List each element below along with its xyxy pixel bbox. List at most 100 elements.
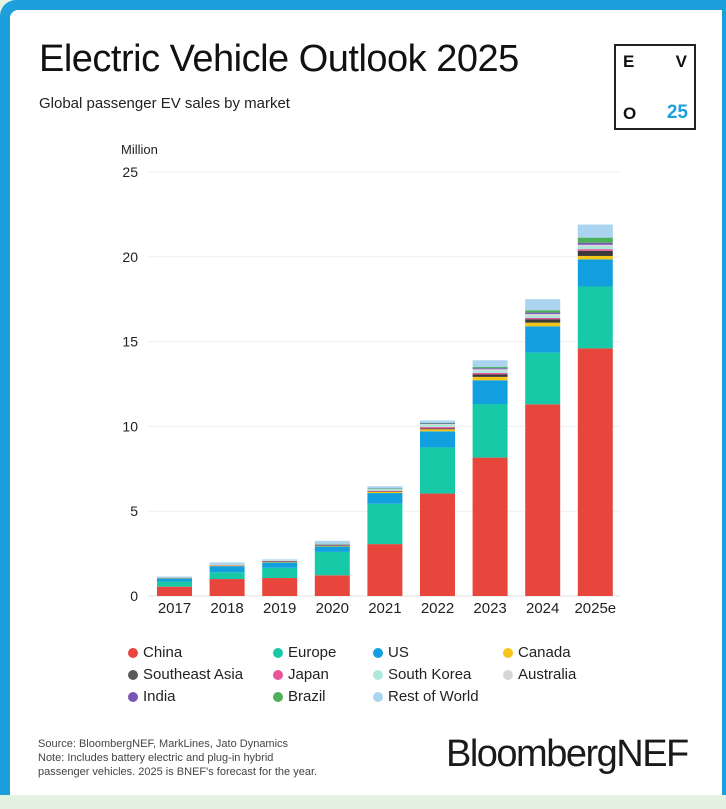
legend-swatch: [373, 691, 383, 702]
x-tick-label: 2025e: [574, 600, 616, 617]
bar-segment-china: [209, 579, 245, 596]
legend-item-australia: Australia: [503, 666, 598, 683]
bar-segment-europe: [262, 567, 298, 579]
bar-segment-rest-of-world: [209, 562, 245, 565]
bar-segment-south-korea: [209, 564, 245, 566]
bar-segment-china: [157, 586, 192, 596]
bar-segment-rest-of-world: [472, 360, 508, 368]
legend-swatch: [128, 647, 138, 658]
bar-segment-southeast-asia: [525, 319, 561, 323]
bar-segment-china: [367, 544, 403, 596]
bar-segment-brazil: [472, 367, 508, 369]
legend-label: Europe: [288, 644, 337, 661]
legend-label: Australia: [518, 666, 577, 683]
legend-item-japan: Japan: [273, 666, 373, 683]
bar-segment-japan: [262, 561, 298, 562]
bar-segment-japan: [472, 372, 508, 375]
bar-segment-us: [420, 431, 455, 448]
bar-segment-brazil: [367, 488, 403, 489]
bar-segment-us: [157, 578, 192, 582]
bar-segment-rest-of-world: [577, 224, 613, 238]
page-subtitle: Global passenger EV sales by market: [39, 95, 290, 112]
bar-segment-china: [472, 457, 508, 596]
bar-segment-south-korea: [314, 544, 350, 546]
bar-segment-europe: [525, 352, 561, 405]
bar-segment-south-korea: [472, 370, 508, 373]
bar-segment-china: [262, 578, 298, 596]
bar-segment-south-korea: [367, 488, 403, 491]
source-text: Source: BloombergNEF, MarkLines, Jato Dy…: [38, 738, 289, 750]
bar-segment-south-korea: [157, 577, 192, 578]
bar-segment-canada: [472, 376, 508, 381]
y-tick-label: 20: [122, 249, 138, 265]
chart-legend: China Europe US Canada Southeast Asia Japan So…: [128, 644, 598, 705]
stacked-bar-chart: Million 0 5 10 15 20 25 2017 2018 2019 2020 2021 2…: [121, 142, 620, 617]
legend-swatch: [503, 669, 513, 680]
legend-item-rest-of-world: Rest of World: [373, 688, 503, 705]
bar-segment-rest-of-world: [262, 559, 298, 561]
bloombergnef-logo: BloombergNEF: [446, 733, 689, 775]
bar-segment-south-korea: [262, 560, 298, 562]
bar-segment-rest-of-world: [420, 420, 455, 424]
bar-segment-us: [525, 326, 561, 353]
bar-segment-europe: [472, 404, 508, 458]
bar-segment-south-korea: [525, 315, 561, 318]
y-tick-label: 10: [122, 418, 138, 434]
x-tick-label: 2018: [210, 600, 243, 617]
bar-stack-2020: [314, 540, 350, 596]
bar-segment-southeast-asia: [420, 428, 455, 430]
bar-segment-japan: [525, 317, 561, 320]
bar-segment-europe: [209, 572, 245, 580]
x-tick-label: 2023: [473, 600, 506, 617]
x-tick-label: 2019: [263, 600, 296, 617]
bar-stack-2024: [525, 299, 561, 596]
y-tick-label: 0: [130, 588, 138, 604]
x-tick-label: 2021: [368, 600, 401, 617]
bar-segment-china: [314, 575, 350, 596]
legend-item-china: China: [128, 644, 273, 661]
legend-label: India: [143, 688, 176, 705]
bar-segment-rest-of-world: [157, 576, 192, 578]
y-tick-label: 25: [122, 164, 138, 180]
legend-swatch: [273, 691, 283, 702]
bar-segment-canada: [157, 577, 192, 579]
legend-item-south-korea: South Korea: [373, 666, 503, 683]
bar-segment-canada: [209, 565, 245, 567]
legend-item-southeast-asia: Southeast Asia: [128, 666, 273, 683]
page-title: Electric Vehicle Outlook 2025: [39, 38, 519, 80]
evo-badge-letter-e: E: [623, 52, 635, 71]
bar-segment-us: [209, 566, 245, 573]
evo-badge-letter-o: O: [623, 104, 637, 123]
bar-segment-us: [314, 546, 350, 552]
bar-segment-japan: [209, 565, 245, 566]
bar-segment-canada: [420, 429, 455, 432]
legend-item-india: India: [128, 688, 273, 705]
bar-segment-australia: [472, 369, 508, 371]
bar-segment-southeast-asia: [262, 561, 298, 562]
legend-item-canada: Canada: [503, 644, 598, 661]
legend-label: US: [388, 644, 409, 661]
x-tick-label: 2024: [526, 600, 559, 617]
bar-stack-2021: [367, 486, 403, 596]
bar-segment-japan: [314, 545, 350, 546]
bar-segment-us: [262, 562, 298, 568]
bar-stack-2017: [157, 576, 192, 596]
bar-segment-brazil: [577, 237, 613, 243]
y-tick-label: 15: [122, 334, 138, 350]
legend-label: South Korea: [388, 666, 472, 683]
legend-swatch: [373, 669, 383, 680]
bar-segment-rest-of-world: [367, 486, 403, 489]
bar-segment-india: [420, 423, 455, 425]
x-tick-label: 2017: [158, 600, 191, 617]
bar-segment-brazil: [525, 310, 561, 313]
note-text-line-1: Note: Includes battery electric and plug…: [38, 752, 274, 764]
legend-swatch: [273, 669, 283, 680]
bar-segment-southeast-asia: [367, 491, 403, 492]
legend-swatch: [128, 691, 138, 702]
bar-segment-japan: [577, 249, 613, 251]
legend-label: China: [143, 644, 183, 661]
legend-label: Japan: [288, 666, 329, 683]
bar-segment-rest-of-world: [525, 299, 561, 311]
bar-segment-australia: [262, 560, 298, 561]
bar-segment-china: [525, 404, 561, 596]
